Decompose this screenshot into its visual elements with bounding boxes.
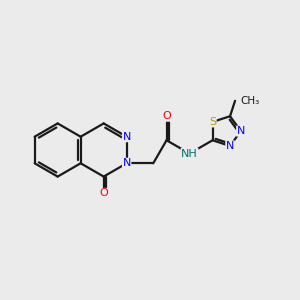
Text: NH: NH	[181, 148, 198, 159]
Text: S: S	[209, 117, 216, 127]
Text: N: N	[122, 132, 131, 142]
Text: N: N	[226, 141, 234, 151]
Text: CH₃: CH₃	[240, 96, 259, 106]
Text: O: O	[99, 188, 108, 198]
Text: N: N	[237, 126, 245, 136]
Text: O: O	[162, 111, 171, 121]
Text: N: N	[122, 158, 131, 168]
